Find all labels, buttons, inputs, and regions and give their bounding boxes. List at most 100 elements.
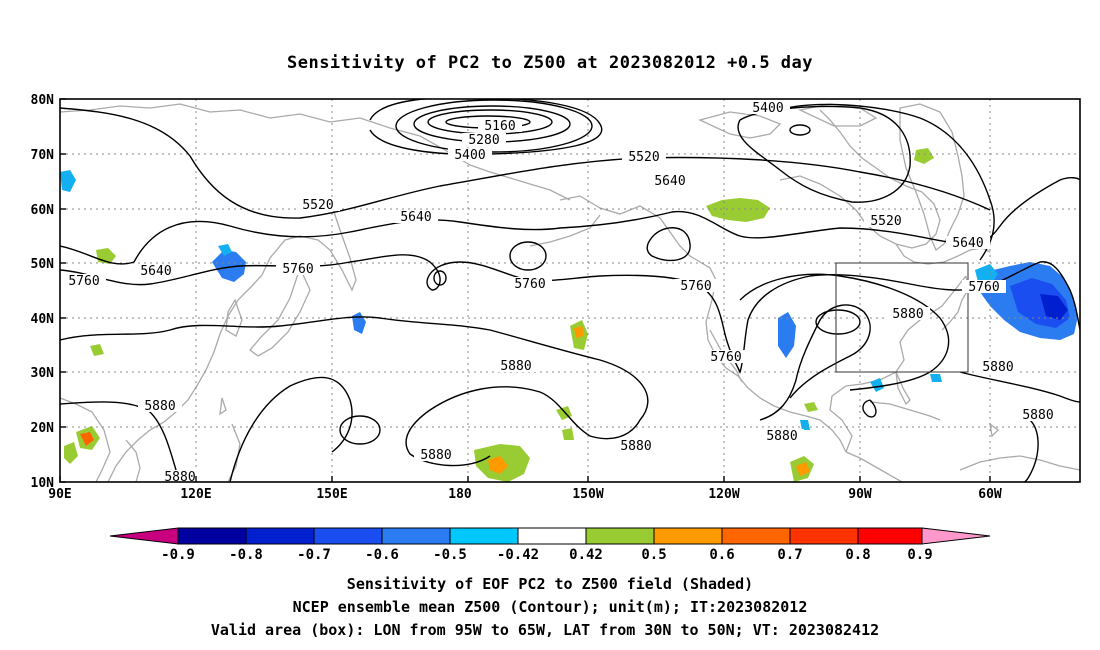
latitude-labels: 10N 20N 30N 40N 50N 60N 70N 80N: [31, 93, 55, 491]
map-frame: [59, 98, 1081, 483]
positive-strong-patch: [574, 326, 584, 338]
caption-valid-area: Valid area (box): LON from 95W to 65W, L…: [211, 621, 879, 639]
contour-label: 5520: [302, 198, 333, 213]
contour-label: 5760: [710, 350, 741, 365]
lon-label: 90W: [848, 487, 872, 502]
map-panel: 5160 5280 5400 5400 5520 5520 5520 5640 …: [31, 93, 1081, 502]
colorbar-segment: [585, 527, 655, 545]
negative-sensitivity-patch: [778, 312, 796, 358]
colorbar-label: -0.5: [433, 547, 467, 563]
lat-label: 10N: [31, 476, 55, 491]
longitude-labels: 90E 120E 150E 180 150W 120W 90W 60W: [48, 487, 1002, 502]
colorbar-segment: [177, 527, 247, 545]
contour-label: 5760: [680, 279, 711, 294]
colorbar-segment: [857, 527, 923, 545]
lat-label: 40N: [31, 312, 55, 327]
positive-sensitivity-patch: [64, 442, 78, 464]
negative-sensitivity-patch: [212, 250, 246, 282]
figure-title: Sensitivity of PC2 to Z500 at 2023082012…: [287, 53, 813, 73]
contour-label: 5760: [282, 262, 313, 277]
contour-label: 5520: [628, 150, 659, 165]
colorbar-segment: [245, 527, 315, 545]
coastlines: [60, 103, 1080, 482]
colorbar-label: -0.7: [297, 547, 331, 563]
lon-label: 120W: [708, 487, 739, 502]
lat-label: 20N: [31, 421, 55, 436]
valid-area-box: [835, 262, 969, 373]
contour-label: 5880: [620, 439, 651, 454]
colorbar-segment: [449, 527, 519, 545]
colorbar-labels: -0.9 -0.8 -0.7 -0.6 -0.5 -0.42 0.42 0.5 …: [161, 547, 933, 563]
positive-sensitivity-patch: [706, 198, 770, 222]
colorbar-left-arrow: [109, 527, 179, 545]
negative-sensitivity-patch: [930, 374, 942, 382]
negative-sensitivity-patch: [870, 378, 884, 392]
colorbar-segment: [653, 527, 723, 545]
lat-label: 80N: [31, 93, 55, 108]
colorbar: -0.9 -0.8 -0.7 -0.6 -0.5 -0.42 0.42 0.5 …: [109, 527, 991, 563]
contour-label: 5760: [514, 277, 545, 292]
colorbar-label: 0.6: [709, 547, 734, 563]
positive-sensitivity-patch: [914, 148, 934, 164]
contour-label: 5880: [420, 448, 451, 463]
colorbar-segment: [721, 527, 791, 545]
contour-label: 5760: [968, 280, 999, 295]
lat-label: 50N: [31, 257, 55, 272]
contour-label: 5640: [400, 210, 431, 225]
contour-label: 5880: [500, 359, 531, 374]
contour-label: 5640: [952, 236, 983, 251]
colorbar-label: 0.9: [907, 547, 932, 563]
colorbar-segment: [381, 527, 451, 545]
contour-label: 5160: [484, 119, 515, 134]
colorbar-label: 0.8: [845, 547, 870, 563]
lon-label: 150E: [316, 487, 347, 502]
contour-label: 5640: [654, 174, 685, 189]
colorbar-label: -0.9: [161, 547, 195, 563]
colorbar-segment: [789, 527, 859, 545]
contour-label: 5400: [752, 101, 783, 116]
captions: Sensitivity of EOF PC2 to Z500 field (Sh…: [211, 575, 879, 639]
negative-sensitivity-patch: [60, 170, 76, 192]
lon-label: 90E: [48, 487, 71, 502]
colorbar-label: -0.6: [365, 547, 399, 563]
contour-label: 5880: [766, 429, 797, 444]
positive-sensitivity-patch: [804, 402, 818, 412]
colorbar-label: 0.42: [569, 547, 603, 563]
contour-label: 5520: [870, 214, 901, 229]
axis-ticks: [59, 98, 991, 483]
positive-strong-patch: [80, 432, 94, 446]
positive-strong-patch: [488, 456, 508, 474]
negative-core-patch: [1040, 294, 1068, 320]
negative-sensitivity-patch: [800, 420, 810, 430]
colorbar-segment: [313, 527, 383, 545]
colorbar-right-arrow: [921, 527, 991, 545]
caption-contour: NCEP ensemble mean Z500 (Contour); unit(…: [293, 598, 808, 616]
contour-label: 5760: [68, 274, 99, 289]
lat-label: 60N: [31, 203, 55, 218]
negative-edge-patch: [218, 244, 232, 256]
contour-label: 5640: [140, 264, 171, 279]
contour-label: 5280: [468, 133, 499, 148]
positive-sensitivity-patch: [90, 344, 104, 356]
caption-shaded: Sensitivity of EOF PC2 to Z500 field (Sh…: [347, 575, 753, 593]
lon-label: 60W: [978, 487, 1002, 502]
colorbar-label: 0.5: [641, 547, 666, 563]
lat-label: 70N: [31, 148, 55, 163]
contour-label: 5880: [982, 360, 1013, 375]
contour-label: 5880: [892, 307, 923, 322]
lat-label: 30N: [31, 366, 55, 381]
positive-sensitivity-patch: [562, 428, 574, 440]
positive-strong-patch: [796, 462, 810, 476]
contour-label: 5880: [1022, 408, 1053, 423]
contour-label: 5400: [454, 148, 485, 163]
lon-label: 150W: [572, 487, 603, 502]
lon-label: 120E: [180, 487, 211, 502]
lon-label: 180: [448, 487, 472, 502]
colorbar-label: 0.7: [777, 547, 802, 563]
colorbar-label: -0.42: [497, 547, 539, 563]
grid-lines: [60, 99, 1080, 482]
colorbar-label: -0.8: [229, 547, 263, 563]
contour-label: 5880: [144, 399, 175, 414]
colorbar-segment: [517, 527, 587, 545]
